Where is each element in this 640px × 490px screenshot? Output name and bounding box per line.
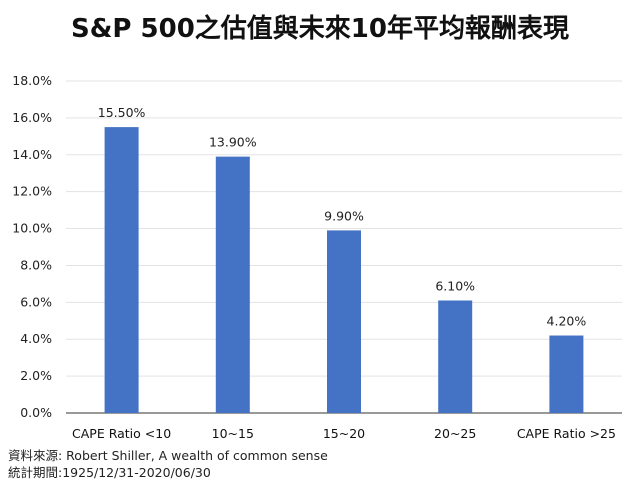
data-label: 15.50% bbox=[98, 105, 146, 120]
y-tick-label: 4.0% bbox=[20, 331, 52, 346]
y-tick-label: 2.0% bbox=[20, 368, 52, 383]
x-tick-label: 10~15 bbox=[212, 426, 254, 441]
period-note: 統計期間:1925/12/31-2020/06/30 bbox=[8, 465, 211, 480]
x-tick-label: 15~20 bbox=[323, 426, 365, 441]
y-tick-label: 18.0% bbox=[12, 73, 52, 88]
data-label: 6.10% bbox=[435, 278, 475, 293]
data-label: 9.90% bbox=[324, 208, 364, 223]
y-tick-label: 10.0% bbox=[12, 221, 52, 236]
bar bbox=[438, 300, 473, 413]
x-tick-label: CAPE Ratio <10 bbox=[72, 426, 171, 441]
bar bbox=[549, 335, 584, 413]
y-tick-label: 6.0% bbox=[20, 294, 52, 309]
y-tick-label: 8.0% bbox=[20, 257, 52, 272]
y-tick-label: 0.0% bbox=[20, 405, 52, 420]
x-tick-label: 20~25 bbox=[434, 426, 476, 441]
source-note: 資料來源: Robert Shiller, A wealth of common… bbox=[8, 448, 328, 463]
bar bbox=[104, 127, 139, 413]
bar bbox=[215, 156, 250, 413]
y-tick-label: 12.0% bbox=[12, 184, 52, 199]
y-tick-label: 14.0% bbox=[12, 147, 52, 162]
data-label: 13.90% bbox=[209, 135, 257, 150]
data-label: 4.20% bbox=[547, 314, 587, 329]
x-tick-label: CAPE Ratio >25 bbox=[517, 426, 616, 441]
chart-footer: 資料來源: Robert Shiller, A wealth of common… bbox=[8, 447, 328, 481]
chart-title: S&P 500之估值與未來10年平均報酬表現 bbox=[71, 14, 569, 44]
y-tick-label: 16.0% bbox=[12, 110, 52, 125]
bar bbox=[327, 230, 361, 413]
